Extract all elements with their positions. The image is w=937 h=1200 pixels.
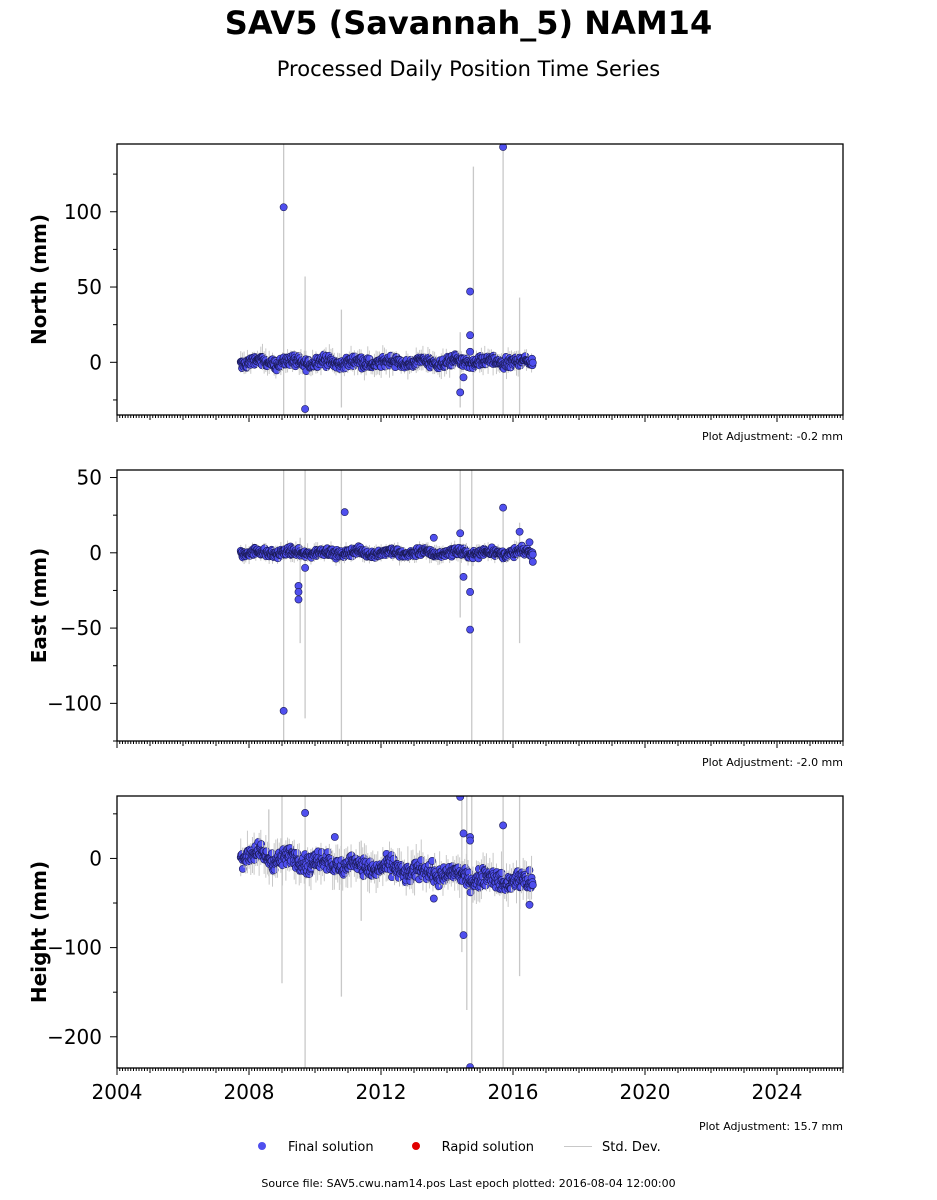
final-solution-point: [466, 287, 474, 296]
final-solution-point: [429, 533, 438, 542]
final-solution-point: [466, 836, 474, 845]
final-solution-point: [528, 358, 537, 367]
legend: Final solution Rapid solution Std. Dev.: [250, 1136, 691, 1158]
plot-adjustment-note: Plot Adjustment: -0.2 mm: [702, 430, 843, 443]
final-solution-point: [525, 900, 534, 909]
chart-title: SAV5 (Savannah_5) NAM14: [224, 4, 713, 42]
final-solution-point: [459, 829, 468, 838]
final-solution-point: [497, 868, 506, 877]
final-solution-point: [515, 527, 524, 536]
axes-frame: [116, 795, 844, 1069]
panel-east: −100 −50 0 50 East (mm) Plot Adjustment: -2.0…: [27, 466, 844, 769]
y-tick-label: −50: [60, 616, 102, 640]
legend-item-final: Final solution: [250, 1137, 374, 1157]
final-solution-point: [459, 931, 468, 940]
final-solution-point: [499, 144, 507, 151]
legend-label-final: Final solution: [288, 1139, 374, 1155]
source-footnote: Source file: SAV5.cwu.nam14.pos Last epo…: [261, 1177, 676, 1190]
legend-label-rapid: Rapid solution: [441, 1139, 535, 1155]
final-solution-point: [340, 508, 349, 517]
plot-adjustment-note: Plot Adjustment: 15.7 mm: [699, 1120, 843, 1133]
x-tick-label: 2012: [356, 1080, 407, 1104]
x-tick-label: 2004: [92, 1080, 143, 1104]
final-solution-point: [301, 563, 309, 572]
final-solution-point: [466, 347, 474, 356]
y-tick-label: 0: [89, 350, 102, 374]
final-solution-marker-icon: [250, 1137, 276, 1157]
final-solution-point: [528, 557, 537, 566]
legend-item-rapid: Rapid solution: [404, 1137, 534, 1157]
final-solution-point: [466, 588, 474, 596]
y-axis-label: North (mm): [27, 214, 51, 345]
final-solution-point: [456, 529, 465, 538]
rapid-solution-marker-icon: [404, 1137, 430, 1157]
x-tick-label: 2008: [224, 1080, 275, 1104]
final-solution-point: [466, 625, 474, 634]
plot-adjustment-note: Plot Adjustment: -2.0 mm: [702, 756, 843, 769]
y-tick-label: −100: [47, 691, 102, 715]
final-solution-point: [459, 373, 468, 382]
final-solution-point: [429, 894, 438, 903]
std-dev-line-icon: [564, 1137, 593, 1157]
chart-subtitle: Processed Daily Position Time Series: [276, 57, 661, 81]
final-solution-point: [456, 388, 465, 397]
panel-north: 0 50 100 North (mm) Plot Adjustment: -0.2 mm: [27, 143, 844, 443]
y-tick-label: −200: [47, 1025, 102, 1049]
final-solution-point: [466, 331, 474, 340]
y-tick-label: 50: [77, 466, 102, 490]
final-solution-point: [294, 595, 303, 604]
plot-area: [236, 796, 537, 1068]
final-solution-point: [528, 550, 537, 559]
legend-label-stddev: Std. Dev.: [602, 1139, 661, 1155]
final-solution-point: [301, 405, 309, 413]
plot-area: [236, 144, 537, 415]
y-tick-label: 0: [89, 541, 102, 565]
x-tick-label: 2024: [752, 1080, 803, 1104]
final-solution-point: [499, 503, 507, 512]
axes-frame: [116, 143, 844, 416]
panel-height: 2004 2008 2012 2016 2020 2024 −200 −100 0 Height …: [27, 795, 844, 1133]
final-solution-point: [279, 706, 288, 715]
final-solution-point: [330, 833, 339, 841]
final-solution-point: [294, 588, 303, 596]
final-solution-point: [238, 864, 247, 873]
plot-area: [236, 470, 537, 741]
final-solution-point: [466, 888, 475, 897]
final-solution-point: [417, 856, 426, 865]
axes-frame: [116, 469, 844, 742]
final-solution-point: [525, 538, 534, 547]
final-solution-point: [301, 809, 309, 817]
y-axis-label: Height (mm): [27, 861, 51, 1003]
x-tick-label: 2020: [620, 1080, 671, 1104]
final-solution-point: [459, 572, 468, 581]
final-solution-point: [466, 1063, 474, 1068]
y-tick-label: −100: [47, 936, 102, 960]
final-solution-point: [499, 821, 507, 830]
legend-item-stddev: Std. Dev.: [564, 1137, 661, 1157]
y-tick-label: 50: [77, 275, 102, 299]
final-solution-point: [428, 857, 437, 865]
final-solution-point: [279, 203, 288, 212]
y-tick-label: 0: [89, 846, 102, 870]
final-solution-point: [456, 796, 465, 801]
y-axis-label: East (mm): [27, 548, 51, 664]
final-solution-point: [528, 881, 537, 889]
y-tick-label: 100: [64, 200, 102, 224]
x-tick-label: 2016: [488, 1080, 539, 1104]
